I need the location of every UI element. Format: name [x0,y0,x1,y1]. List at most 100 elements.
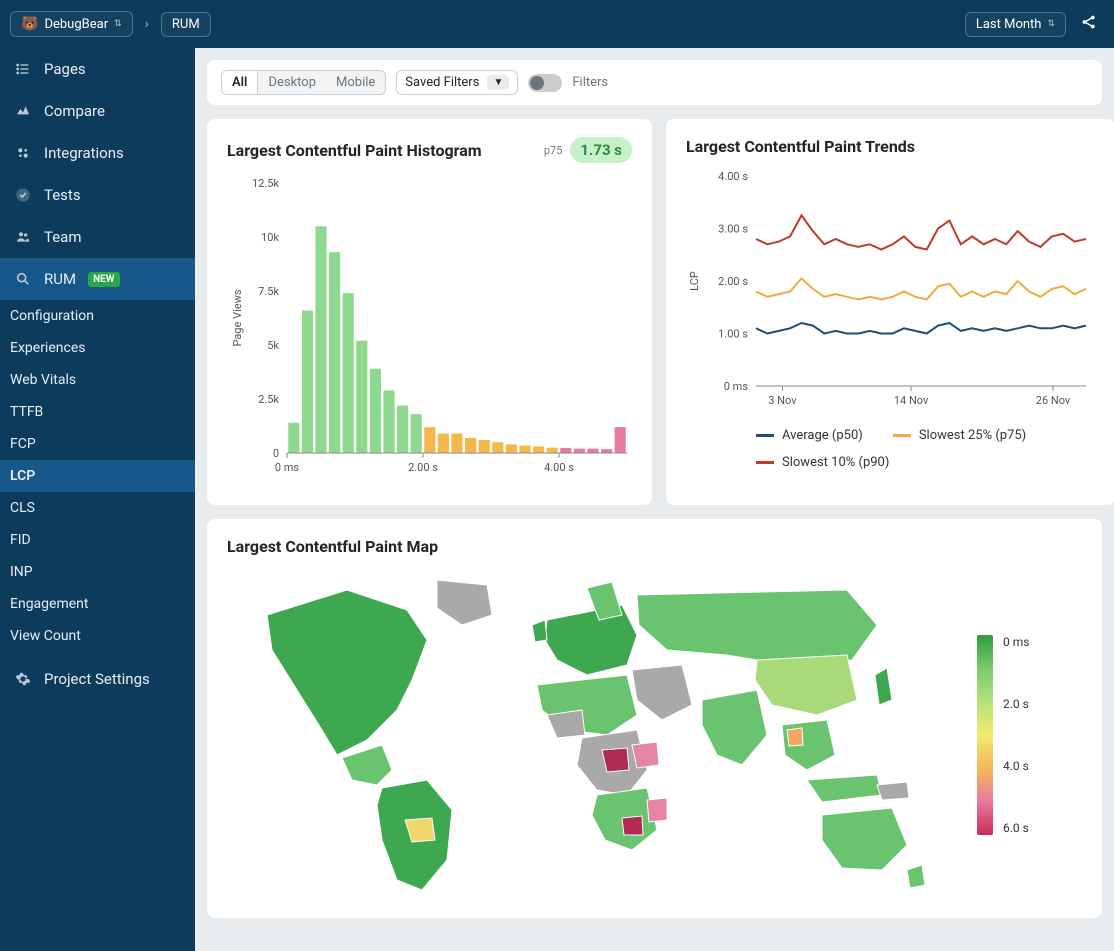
svg-text:26 Nov: 26 Nov [1036,394,1071,407]
sidebar-sub-lcp[interactable]: LCP [0,460,195,492]
country-mozambique[interactable] [647,798,667,822]
segment-all[interactable]: All [222,71,258,94]
country-north-america[interactable] [267,590,427,755]
sidebar-sub-view-count[interactable]: View Count [0,620,195,652]
share-button[interactable] [1074,13,1104,36]
svg-text:14 Nov: 14 Nov [894,394,929,407]
svg-text:Page Views: Page Views [231,289,244,346]
sidebar: PagesCompareIntegrationsTestsTeamRUMNEW … [0,48,195,951]
bear-icon: 🐻 [21,16,38,32]
svg-text:12.5k: 12.5k [252,177,279,190]
date-range-selector[interactable]: Last Month ⇅ [965,12,1066,37]
country-greenland[interactable] [437,580,492,625]
breadcrumb-project[interactable]: 🐻 DebugBear ⇅ [10,11,133,37]
p75-badge: p75 1.73 s [544,137,632,163]
country-myanmar[interactable] [787,728,803,746]
chevron-updown-icon: ⇅ [1047,19,1055,29]
p75-value: 1.73 s [570,137,632,163]
sidebar-item-pages[interactable]: Pages [0,48,195,90]
legend-swatch [893,434,911,437]
sidebar-item-integrations[interactable]: Integrations [0,132,195,174]
sidebar-sub-web-vitals[interactable]: Web Vitals [0,364,195,396]
country-europe[interactable] [545,605,637,675]
map-card: Largest Contentful Paint Map 0 ms2.0 s4.… [207,519,1102,918]
country-india[interactable] [702,690,767,765]
breadcrumb-page-label: RUM [172,17,200,32]
sidebar-item-label: Tests [44,186,81,204]
filter-bar: AllDesktopMobile Saved Filters ▼ Filters [207,60,1102,105]
sidebar-item-label: Team [44,228,82,246]
svg-text:2.5k: 2.5k [258,393,279,406]
sidebar-item-compare[interactable]: Compare [0,90,195,132]
breadcrumb-page[interactable]: RUM [161,12,211,37]
new-badge: NEW [88,272,119,287]
country-papua[interactable] [877,782,909,800]
svg-text:3.00 s: 3.00 s [718,223,748,236]
country-russia[interactable] [637,590,877,665]
sidebar-sub-experiences[interactable]: Experiences [0,332,195,364]
sidebar-sub-ttfb[interactable]: TTFB [0,396,195,428]
trends-title: Largest Contentful Paint Trends [686,137,1096,156]
filters-toggle[interactable] [528,74,562,92]
histogram-chart: 02.5k5k7.5k10k12.5kPage Views0 ms2.00 s4… [227,173,637,483]
sidebar-item-tests[interactable]: Tests [0,174,195,216]
date-range-label: Last Month [976,17,1042,32]
legend-swatch [756,434,774,437]
chevron-updown-icon: ⇅ [114,19,122,29]
sidebar-item-team[interactable]: Team [0,216,195,258]
country-sahara[interactable] [547,710,585,738]
country-congo[interactable] [602,748,629,772]
legend-item: Slowest 25% (p75) [893,428,1026,443]
country-east-africa-1[interactable] [632,742,659,768]
country-uk[interactable] [532,620,547,642]
saved-filters-label: Saved Filters [405,75,479,90]
svg-text:2.00 s: 2.00 s [718,275,748,288]
legend-label: Average (p50) [782,428,863,443]
sidebar-sub-inp[interactable]: INP [0,556,195,588]
histogram-card: Largest Contentful Paint Histogram p75 1… [207,119,652,505]
device-segment-group: AllDesktopMobile [221,70,386,95]
segment-mobile[interactable]: Mobile [326,71,385,94]
sidebar-sub-configuration[interactable]: Configuration [0,300,195,332]
list-icon [14,60,32,78]
trends-legend: Average (p50) Slowest 25% (p75) Slowest 10… [686,428,1096,470]
map-legend: 0 ms2.0 s4.0 s6.0 s [977,635,1067,835]
trends-card: Largest Contentful Paint Trends 0 ms1.00… [666,119,1114,505]
sidebar-sub-fid[interactable]: FID [0,524,195,556]
legend-swatch [756,461,774,464]
legend-label: Slowest 10% (p90) [782,455,889,470]
legend-item: Slowest 10% (p90) [756,455,889,470]
histogram-title: Largest Contentful Paint Histogram [227,141,482,160]
map-legend-tick: 6.0 s [1003,821,1029,835]
world-map [227,570,947,900]
legend-label: Slowest 25% (p75) [919,428,1026,443]
map-title: Largest Contentful Paint Map [227,537,1082,556]
map-legend-tick: 0 ms [1003,635,1029,649]
country-new-zealand[interactable] [907,865,925,888]
svg-text:LCP: LCP [688,271,701,291]
svg-text:0 ms: 0 ms [275,461,300,474]
map-legend-gradient [977,635,993,835]
country-china[interactable] [755,655,857,715]
country-indonesia[interactable] [807,775,882,802]
country-botswana[interactable] [622,816,643,835]
search-icon [14,270,32,288]
sidebar-sub-cls[interactable]: CLS [0,492,195,524]
sidebar-sub-fcp[interactable]: FCP [0,428,195,460]
country-middle-east[interactable] [632,665,692,720]
svg-text:4.00 s: 4.00 s [544,461,574,474]
saved-filters-dropdown[interactable]: Saved Filters ▼ [396,70,518,95]
p75-label: p75 [544,144,563,157]
country-central-america[interactable] [342,745,392,785]
map-legend-tick: 2.0 s [1003,697,1029,711]
country-japan[interactable] [875,668,892,705]
segment-desktop[interactable]: Desktop [258,71,326,94]
sidebar-item-label: Pages [44,60,86,78]
svg-text:4.00 s: 4.00 s [718,170,748,183]
sidebar-sub-engagement[interactable]: Engagement [0,588,195,620]
svg-text:0: 0 [273,447,279,460]
country-australia[interactable] [822,808,907,870]
sidebar-item-project-settings[interactable]: Project Settings [0,658,195,700]
sidebar-item-label: Integrations [44,144,124,162]
sidebar-item-rum[interactable]: RUMNEW [0,258,195,300]
